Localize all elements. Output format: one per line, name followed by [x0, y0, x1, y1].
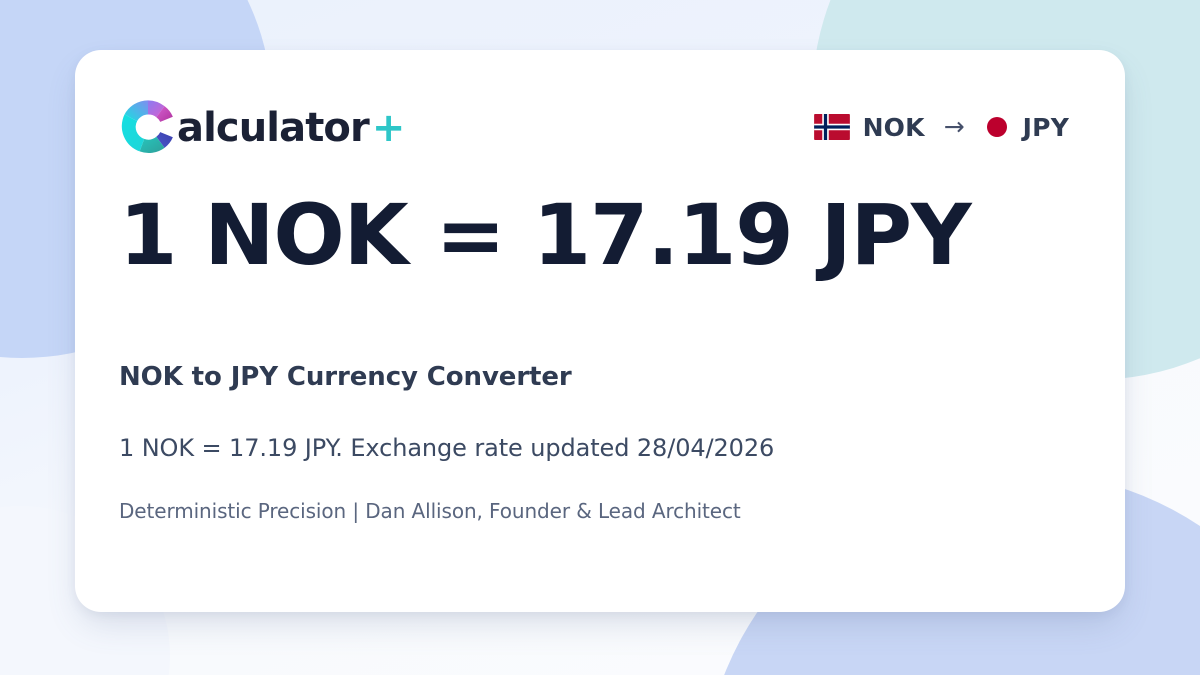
- calculator-plus-c-mark-icon: [121, 100, 173, 154]
- to-currency-code: JPY: [1022, 112, 1069, 142]
- author-byline: Deterministic Precision | Dan Allison, F…: [119, 499, 741, 524]
- conversion-headline: 1 NOK = 17.19 JPY: [119, 186, 972, 284]
- card-header: alculator + NOK → JPY: [119, 96, 1077, 158]
- brand-logo[interactable]: alculator +: [119, 98, 407, 156]
- currency-pair-indicator: NOK → JPY: [813, 111, 1069, 142]
- japan-flag-icon: [986, 117, 1007, 137]
- exchange-rate-line: 1 NOK = 17.19 JPY. Exchange rate updated…: [119, 434, 775, 463]
- brand-wordmark: alculator: [177, 105, 370, 151]
- from-currency-code: NOK: [862, 112, 925, 142]
- converter-subtitle: NOK to JPY Currency Converter: [119, 362, 572, 393]
- currency-conversion-card: alculator + NOK → JPY 1 NOK = 17.19 JPY …: [75, 50, 1125, 612]
- arrow-right-icon: →: [943, 111, 965, 141]
- norway-flag-icon: [813, 114, 850, 140]
- brand-plus-icon: +: [371, 105, 406, 151]
